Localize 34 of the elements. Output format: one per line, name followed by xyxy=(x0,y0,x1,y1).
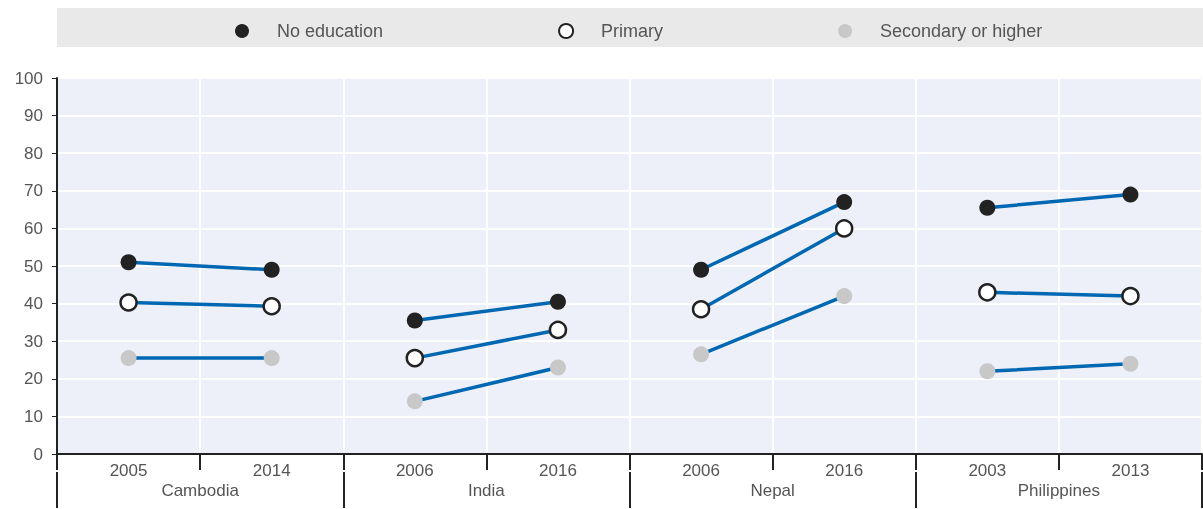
text: India xyxy=(467,481,506,500)
x-tick-label: 2013 xyxy=(1111,461,1150,480)
legend-label: No education xyxy=(277,21,384,41)
x-tick-label: 2006 xyxy=(395,461,434,480)
y-tick-label: 50 xyxy=(24,256,43,276)
y-tick-label: 40 xyxy=(24,294,43,314)
x-tick-label: 2016 xyxy=(825,461,864,480)
y-tick-label: 0 xyxy=(33,444,43,464)
x-tick-label: 2014 xyxy=(252,461,291,480)
legend-label: Primary xyxy=(601,21,664,41)
point xyxy=(1121,286,1140,306)
y-tick-label: 100 xyxy=(14,68,43,88)
y-tick-label: 30 xyxy=(24,331,43,351)
text: Philippines xyxy=(1017,481,1100,500)
x-tick-label: 2016 xyxy=(539,461,577,480)
point xyxy=(119,293,138,312)
y-tick-label: 70 xyxy=(24,181,43,201)
text: Cambodia xyxy=(161,481,240,500)
point xyxy=(120,350,137,367)
x-tick-label: 2003 xyxy=(968,461,1007,480)
y-tick-label: 20 xyxy=(24,369,43,389)
point xyxy=(1122,186,1139,203)
point xyxy=(263,350,280,367)
point xyxy=(978,283,997,302)
text: Nepal xyxy=(750,481,795,500)
x-tick-label: 2006 xyxy=(682,461,720,480)
x-tick-label: 2005 xyxy=(109,461,148,480)
point xyxy=(979,199,996,216)
y-tick-label: 60 xyxy=(24,218,43,238)
y-tick-label: 10 xyxy=(24,406,43,426)
legend-label: Secondary or higher xyxy=(880,21,1043,41)
y-tick-label: 80 xyxy=(24,143,43,163)
point xyxy=(262,296,281,316)
y-tick-label: 90 xyxy=(24,106,43,126)
